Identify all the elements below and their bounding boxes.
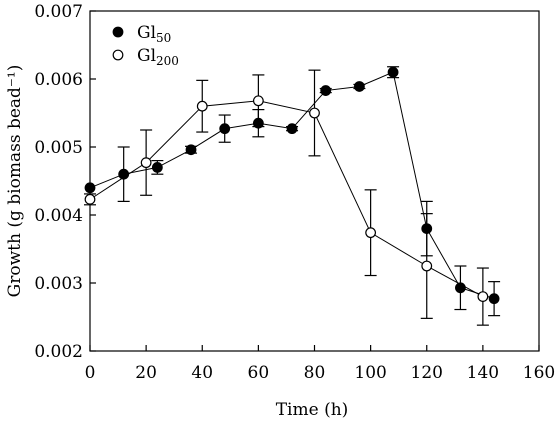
y-tick-label: 0.006 [34,70,83,90]
series-line-gl50 [89,71,495,300]
x-tick-label: 120 [411,363,443,383]
axes-layer: 0 20 40 60 80 100 120 140 160 0.002 0.003 0.004 0.00… [34,2,555,383]
x-tick-label: 160 [523,363,555,383]
x-axis-title: Time (h) [276,400,349,420]
data-point [84,182,96,194]
x-tick-label: 100 [354,363,386,383]
x-tick-label: 60 [248,363,270,383]
data-point [354,81,365,92]
x-tick-label: 80 [304,363,326,383]
x-tick-label: 140 [467,363,499,383]
y-tick-label: 0.003 [34,274,83,294]
legend-marker-gl50 [112,26,124,38]
x-tick-label: 40 [191,363,213,383]
x-tick-label: 0 [85,363,96,383]
y-tick-label: 0.007 [34,2,83,22]
data-point [387,66,399,78]
data-point [477,291,489,303]
data-point [196,100,208,112]
series-gl200 [84,69,489,326]
data-point [320,85,332,96]
data-point [151,161,163,173]
series-line-gl200 [89,100,484,298]
data-point [185,144,197,156]
x-tick-label: 20 [135,363,157,383]
data-point [286,123,298,135]
legend-label-gl50: Gl50 [137,23,171,45]
data-point [421,260,433,272]
data-point [309,107,320,119]
y-axis-title: Growth (g biomass bead⁻¹) [5,65,25,298]
data-point [365,227,377,239]
data-point [252,95,264,107]
legend: Gl50 Gl200 [112,23,179,68]
legend-marker-gl200 [112,49,124,61]
data-point [84,193,96,205]
y-tick-label: 0.002 [34,342,83,362]
data-point [140,157,152,169]
y-tick-label: 0.005 [34,138,83,158]
series-layer [84,66,501,326]
legend-label-gl200: Gl200 [137,46,179,68]
data-point [219,123,231,135]
y-tick-label: 0.004 [34,206,83,226]
series-gl50 [84,66,501,317]
data-point [488,293,500,305]
